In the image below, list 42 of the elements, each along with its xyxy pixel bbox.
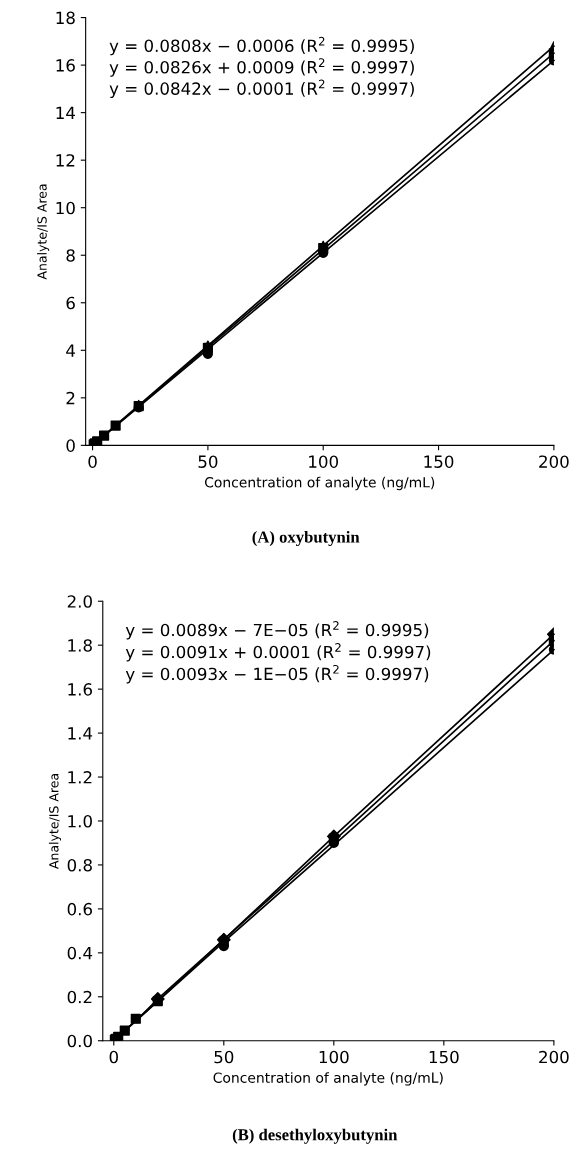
annotation: y = 0.0091x + 0.0001 (R$^{2}$ = 0.9997) (125, 642, 431, 662)
y-tick-label: 1.2 (68, 771, 92, 784)
x-tick-label: 100 (319, 1050, 349, 1064)
y-axis-title: Analyte/IS Area (37, 184, 50, 280)
x-tick-label: 200 (539, 1050, 569, 1064)
y-tick-label: 10 (56, 201, 75, 215)
y-tick-label: 0.6 (67, 902, 93, 916)
x-tick-label: 50 (214, 1050, 234, 1064)
x-tick-label: 150 (424, 455, 454, 468)
annotation: y = 0.0842x − 0.0001 (R$^{2}$ = 0.9997) (109, 79, 414, 99)
text: (B) desethyloxybutynin (232, 1128, 398, 1144)
x-tick-label: 200 (539, 455, 569, 468)
y-tick-label: 8 (66, 249, 75, 262)
y-tick-label: 1.0 (68, 814, 92, 828)
y-tick-label: 1.4 (68, 727, 93, 740)
x-axis-title: Concentration of analyte (ng/mL) (213, 1072, 443, 1086)
text: (A) oxybutynin (252, 530, 360, 547)
annotation: y = 0.0093x − 1E−05 (R$^{2}$ = 0.9997) (125, 664, 429, 684)
x-axis-title: Concentration of analyte (ng/mL) (204, 476, 435, 491)
annotation: y = 0.0808x − 0.0006 (R$^{2}$ = 0.9995) (109, 36, 414, 56)
y-tick-label: 18 (56, 11, 75, 25)
y-tick-label: 1.6 (68, 683, 93, 696)
y-tick-label: 6 (66, 296, 75, 310)
y-tick-label: 0.8 (67, 858, 92, 872)
y-tick-label: 4 (66, 344, 75, 357)
y-tick-label: 0 (66, 439, 75, 452)
x-tick-label: 50 (198, 455, 218, 468)
y-tick-label: 0.2 (67, 990, 92, 1004)
annotation: y = 0.0089x − 7E−05 (R$^{2}$ = 0.9995) (125, 621, 429, 640)
y-tick-label: 1.8 (68, 639, 92, 652)
y-tick-label: 12 (56, 154, 75, 167)
x-tick-label: 100 (309, 455, 339, 468)
y-tick-label: 0.0 (67, 1034, 92, 1048)
y-tick-label: 2.0 (67, 595, 92, 608)
annotation: y = 0.0826x + 0.0009 (R$^{2}$ = 0.9997) (109, 58, 414, 77)
y-tick-label: 2 (66, 391, 75, 405)
x-tick-label: 0 (109, 1050, 118, 1064)
y-tick-label: 0.4 (67, 946, 93, 960)
y-axis-title: Analyte/IS Area (48, 774, 61, 869)
y-tick-label: 16 (56, 59, 75, 72)
x-tick-label: 150 (429, 1050, 459, 1064)
y-tick-label: 14 (56, 106, 75, 119)
